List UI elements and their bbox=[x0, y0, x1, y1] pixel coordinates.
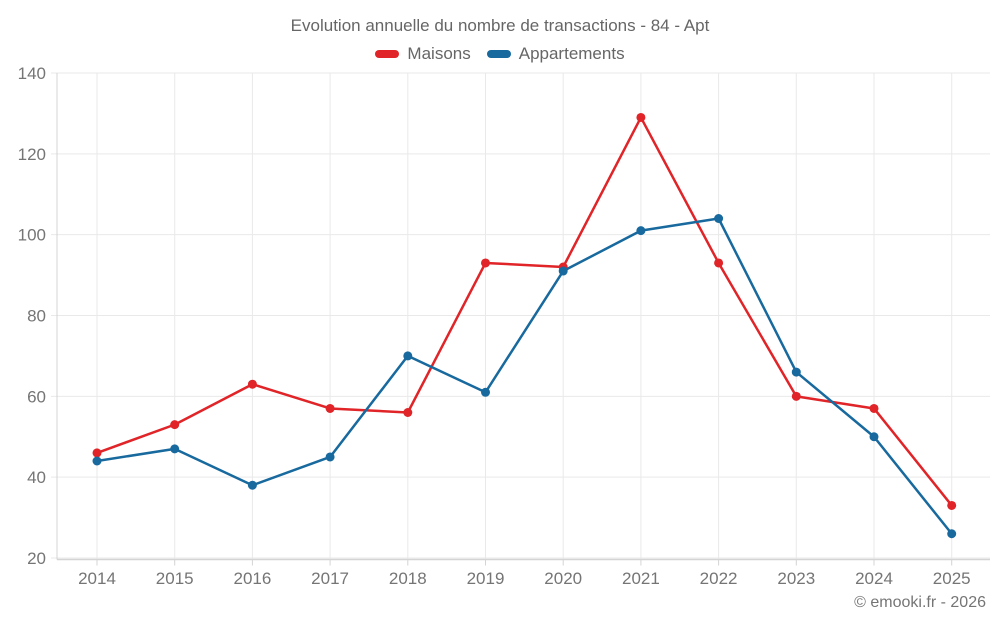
data-point-maisons-2015 bbox=[170, 420, 180, 430]
copyright-footer: © emooki.fr - 2026 bbox=[854, 594, 986, 611]
x-tick-label: 2015 bbox=[156, 569, 194, 588]
data-point-maisons-2021 bbox=[636, 112, 646, 122]
x-tick-label: 2022 bbox=[700, 569, 738, 588]
legend-swatch-maisons-icon bbox=[375, 50, 400, 58]
series-line-maisons bbox=[95, 116, 953, 507]
x-tick-label: 2020 bbox=[544, 569, 582, 588]
data-point-maisons-2022 bbox=[714, 258, 724, 268]
x-tick-label: 2017 bbox=[311, 569, 349, 588]
legend-label-appartements: Appartements bbox=[518, 44, 625, 63]
data-point-appartements-2023 bbox=[791, 367, 801, 377]
data-point-appartements-2024 bbox=[869, 432, 879, 442]
series-line-appartements bbox=[95, 217, 953, 535]
data-point-appartements-2016 bbox=[247, 480, 257, 490]
y-tick-label: 120 bbox=[18, 145, 46, 164]
data-point-appartements-2014 bbox=[92, 456, 102, 466]
x-tick-label: 2018 bbox=[389, 569, 427, 588]
y-tick-label: 60 bbox=[27, 387, 46, 406]
x-tick-label: 2024 bbox=[855, 569, 893, 588]
chart-title: Evolution annuelle du nombre de transact… bbox=[290, 16, 710, 35]
x-tick-label: 2023 bbox=[777, 569, 815, 588]
data-point-appartements-2020 bbox=[558, 266, 568, 276]
x-tick-label: 2025 bbox=[933, 569, 971, 588]
data-point-maisons-2018 bbox=[403, 408, 413, 417]
y-tick-label: 20 bbox=[27, 549, 46, 568]
y-tick-label: 100 bbox=[18, 226, 46, 245]
data-point-appartements-2022 bbox=[714, 214, 724, 223]
data-point-maisons-2014 bbox=[92, 448, 102, 458]
data-point-appartements-2018 bbox=[403, 351, 413, 361]
legend-label-maisons: Maisons bbox=[407, 44, 471, 63]
data-point-appartements-2015 bbox=[170, 444, 180, 454]
legend-item-appartements[interactable]: Appartements bbox=[486, 44, 625, 64]
data-point-maisons-2024 bbox=[869, 403, 879, 413]
x-tick-label: 2016 bbox=[233, 569, 271, 588]
x-tick-label: 2014 bbox=[78, 569, 116, 588]
x-tick-label: 2021 bbox=[622, 569, 660, 588]
data-point-maisons-2019 bbox=[481, 258, 490, 268]
data-point-appartements-2025 bbox=[947, 529, 957, 539]
data-point-appartements-2019 bbox=[481, 387, 490, 397]
y-tick-label: 80 bbox=[27, 307, 46, 326]
data-point-appartements-2021 bbox=[636, 226, 646, 236]
legend-swatch-appartements-icon bbox=[486, 50, 511, 58]
x-tick-label: 2019 bbox=[467, 569, 505, 588]
chart-legend: Maisons Appartements bbox=[0, 44, 1000, 64]
y-tick-label: 140 bbox=[18, 64, 46, 83]
y-tick-label: 40 bbox=[27, 468, 46, 487]
data-point-maisons-2025 bbox=[947, 500, 957, 510]
data-point-maisons-2023 bbox=[791, 391, 801, 401]
legend-item-maisons[interactable]: Maisons bbox=[375, 44, 471, 64]
data-point-maisons-2016 bbox=[247, 379, 257, 389]
data-point-appartements-2017 bbox=[325, 452, 335, 462]
data-point-maisons-2017 bbox=[325, 403, 335, 413]
